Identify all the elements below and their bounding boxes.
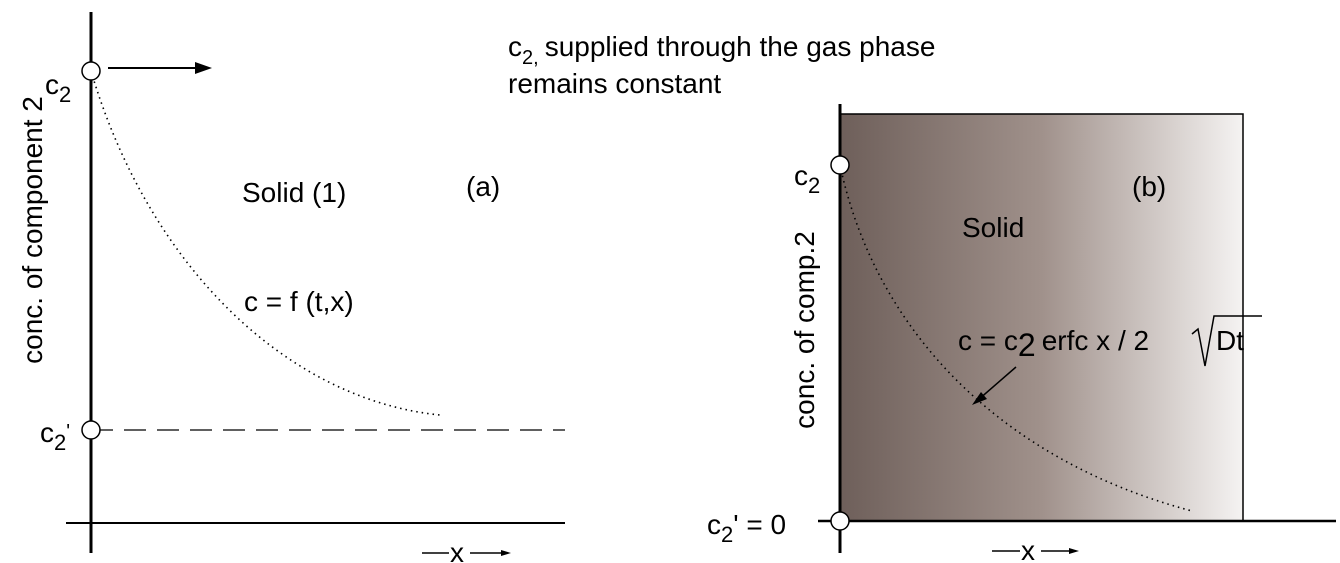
y-axis-label-b: conc. of comp.2 [789, 231, 820, 429]
equation-b-text: c = c2 erfc x / 2 [958, 325, 1149, 363]
panel-tag-b: (b) [1132, 171, 1166, 202]
solid-region-b [839, 113, 1244, 522]
region-label-b: Solid [962, 212, 1024, 243]
equation-pointer-head [972, 392, 987, 405]
bottom-marker-label-b: c2' = 0 [707, 509, 786, 547]
top-marker-label-a: c2 [45, 69, 71, 107]
y-axis-label-a: conc. of component 2 [17, 96, 48, 364]
bottom-marker-label-a: c2' [40, 417, 70, 455]
top-marker-label-b: c2 [794, 160, 820, 198]
panel-tag-a: (a) [466, 171, 500, 202]
x-label-arrow-head-a [501, 550, 511, 556]
region-label-a: Solid (1) [242, 177, 346, 208]
equation-pointer-shaft [977, 366, 1017, 401]
x-axis-label-b: x [992, 535, 1079, 563]
equation-a: c = f (t,x) [244, 286, 354, 317]
top-marker-a [81, 61, 101, 81]
erfc-curve-b [839, 164, 1193, 512]
sqrt-sign [1191, 315, 1262, 367]
header: c2, supplied through the gas phase remain… [508, 31, 935, 99]
x-label-arrow-head-b [1069, 548, 1079, 554]
x-label-text-b: x [1021, 535, 1035, 563]
header-line2: remains constant [508, 68, 721, 99]
equation-b: c = c2 erfc x / 2 Dt [958, 315, 1262, 367]
top-marker-b [830, 155, 850, 175]
concentration-curve-a [90, 70, 441, 416]
bottom-marker-b [830, 511, 850, 531]
header-line1: c2, supplied through the gas phase [508, 31, 935, 69]
bottom-marker-a [81, 420, 101, 440]
x-axis-label-a: x [422, 537, 511, 563]
equation-b-radicand: Dt [1216, 325, 1244, 356]
x-label-text-a: x [450, 537, 464, 563]
panel-a: c2 c2' conc. of component 2 Solid (1) (a… [17, 12, 565, 563]
panel-b: c2 c2' = 0 conc. of comp.2 Solid (b) c =… [707, 104, 1336, 563]
time-arrow-head [195, 62, 212, 74]
